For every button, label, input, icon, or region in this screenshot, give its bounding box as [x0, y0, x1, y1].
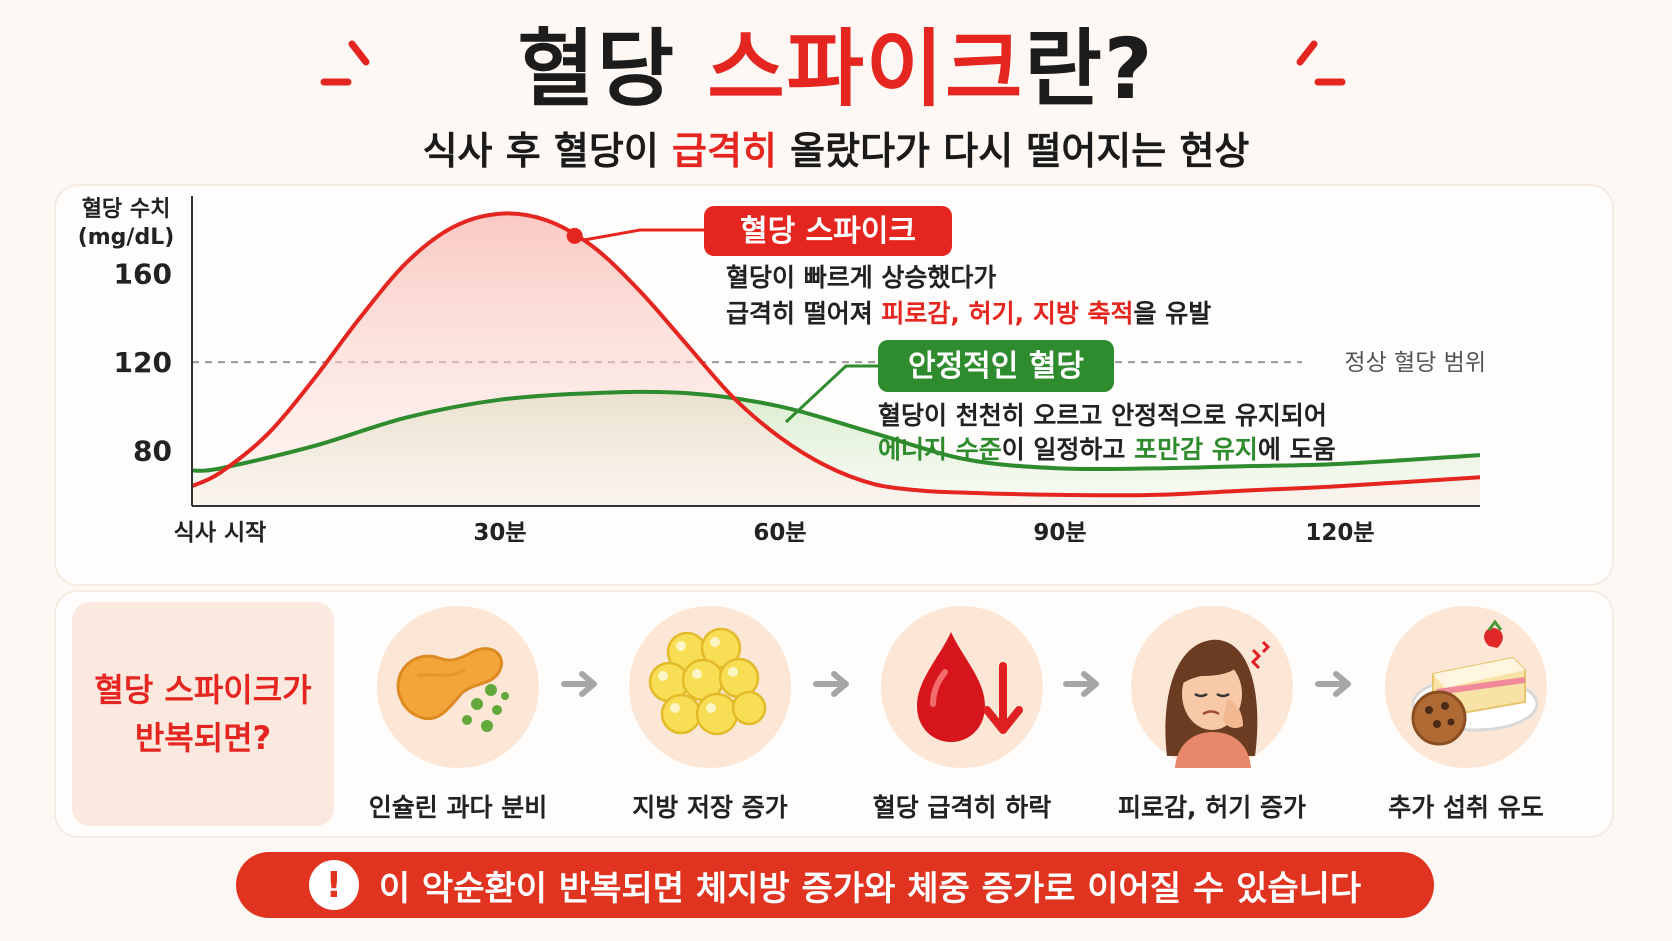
step-circle [1385, 606, 1547, 768]
step-circle [629, 606, 791, 768]
flow-title-line2: 반복되면? [134, 719, 272, 757]
step-label: 피로감, 허기 증가 [1118, 793, 1306, 822]
step-label: 혈당 급격히 하락 [872, 793, 1052, 822]
page-title: 혈당 스파이크란? [0, 14, 1672, 124]
stable-badge-bg [878, 340, 1114, 392]
exclamation-icon: ! [308, 860, 359, 910]
flow-step-fat: 지방 저장 증가 [600, 606, 820, 824]
x-tick-label: 90분 [1033, 520, 1086, 546]
tired-woman-icon [1165, 639, 1271, 768]
step-circle [1131, 606, 1293, 768]
spike-series-area [192, 213, 1480, 506]
spike-desc-line1: 혈당이 빠르게 상승했다가 [726, 263, 996, 292]
cake-cookie-icon [1411, 619, 1539, 746]
title-end-part: 란? [1024, 20, 1155, 118]
title-red-part: 스파이크 [707, 20, 1025, 118]
title-dark-part: 혈당 [517, 20, 708, 118]
reference-line-label: 정상 혈당 범위 [1344, 350, 1486, 376]
warning-banner: ! 이 악순환이 반복되면 체지방 증가와 체중 증가로 이어질 수 있습니다 [236, 852, 1434, 918]
flow-step-fatigue: 피로감, 허기 증가 [1102, 606, 1322, 824]
spike-series-line [191, 211, 1481, 498]
subtitle-emphasis: 급격히 [672, 129, 777, 173]
spike-desc-line2: 급격히 떨어져 피로감, 허기, 지방 축적을 유발 [726, 299, 1211, 328]
flow-step-insulin: 인슐린 과다 분비 [348, 606, 568, 824]
x-tick-label: 30분 [473, 520, 526, 546]
stable-desc-line2: 에너지 수준이 일정하고 포만감 유지에 도움 [878, 435, 1336, 464]
step-label: 인슐린 과다 분비 [368, 793, 548, 822]
stable-series-line [191, 389, 1481, 473]
x-tick-label: 식사 시작 [174, 520, 267, 546]
arrow-right-icon [1315, 671, 1351, 697]
warning-text: 이 악순환이 반복되면 체지방 증가와 체중 증가로 이어질 수 있습니다 [378, 868, 1362, 909]
arrow-right-icon [1063, 671, 1099, 697]
spark-left-icon [320, 40, 370, 86]
stable-callout-leader [784, 364, 888, 424]
step-circle [881, 606, 1043, 768]
x-tick-label: 120분 [1305, 520, 1374, 546]
stable-badge-label: 안정적인 혈당 [908, 349, 1084, 384]
y-tick-label: 80 [133, 435, 172, 468]
y-tick-label: 120 [114, 346, 172, 379]
spark-right-icon [1296, 40, 1346, 86]
flow-step-snack: 추가 섭취 유도 [1356, 606, 1576, 824]
spike-badge-label: 혈당 스파이크 [740, 214, 916, 249]
arrow-right-icon [813, 671, 849, 697]
y-axis-label-line1: 혈당 수치 [82, 197, 171, 222]
spike-callout-leader [583, 228, 708, 242]
pancreas-icon [396, 647, 509, 732]
subtitle-pre: 식사 후 혈당이 [422, 129, 673, 173]
blood-sugar-chart: 혈당 수치 (mg/dL) 160 120 80 정상 혈당 범위 식사 시작 30분… [78, 196, 1486, 546]
arrow-right-icon [561, 671, 597, 697]
fat-cells-icon [648, 627, 767, 736]
flow-title-line1: 혈당 스파이크가 [94, 671, 312, 709]
step-label: 추가 섭취 유도 [1388, 793, 1544, 822]
subtitle-post: 올랐다가 다시 떨어지는 현상 [776, 129, 1250, 173]
y-tick-label: 160 [114, 258, 172, 291]
step-circle [377, 606, 539, 768]
step-label: 지방 저장 증가 [632, 793, 788, 822]
y-axis-label-line2: (mg/dL) [78, 225, 175, 250]
spike-badge-bg [704, 206, 952, 256]
blood-drop-down-icon [917, 632, 1023, 742]
x-tick-label: 60분 [753, 520, 806, 546]
stable-desc-line1: 혈당이 천천히 오르고 안정적으로 유지되어 [878, 401, 1327, 430]
flow-step-drop: 혈당 급격히 하락 [852, 606, 1072, 824]
page-subtitle: 식사 후 혈당이 급격히 올랐다가 다시 떨어지는 현상 [0, 124, 1672, 178]
spike-marker [566, 227, 583, 244]
